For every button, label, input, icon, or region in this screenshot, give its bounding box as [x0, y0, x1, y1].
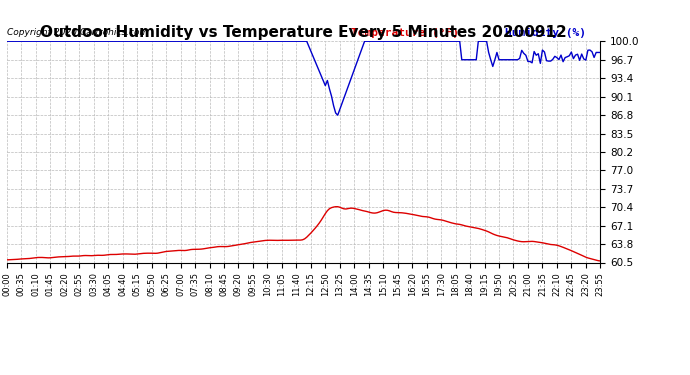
Text: Humidity (%): Humidity (%)	[505, 28, 586, 38]
Text: Temperature (°F): Temperature (°F)	[351, 28, 459, 38]
Text: Copyright 2020 Cartronics.com: Copyright 2020 Cartronics.com	[7, 28, 148, 37]
Title: Outdoor Humidity vs Temperature Every 5 Minutes 20200912: Outdoor Humidity vs Temperature Every 5 …	[40, 25, 567, 40]
